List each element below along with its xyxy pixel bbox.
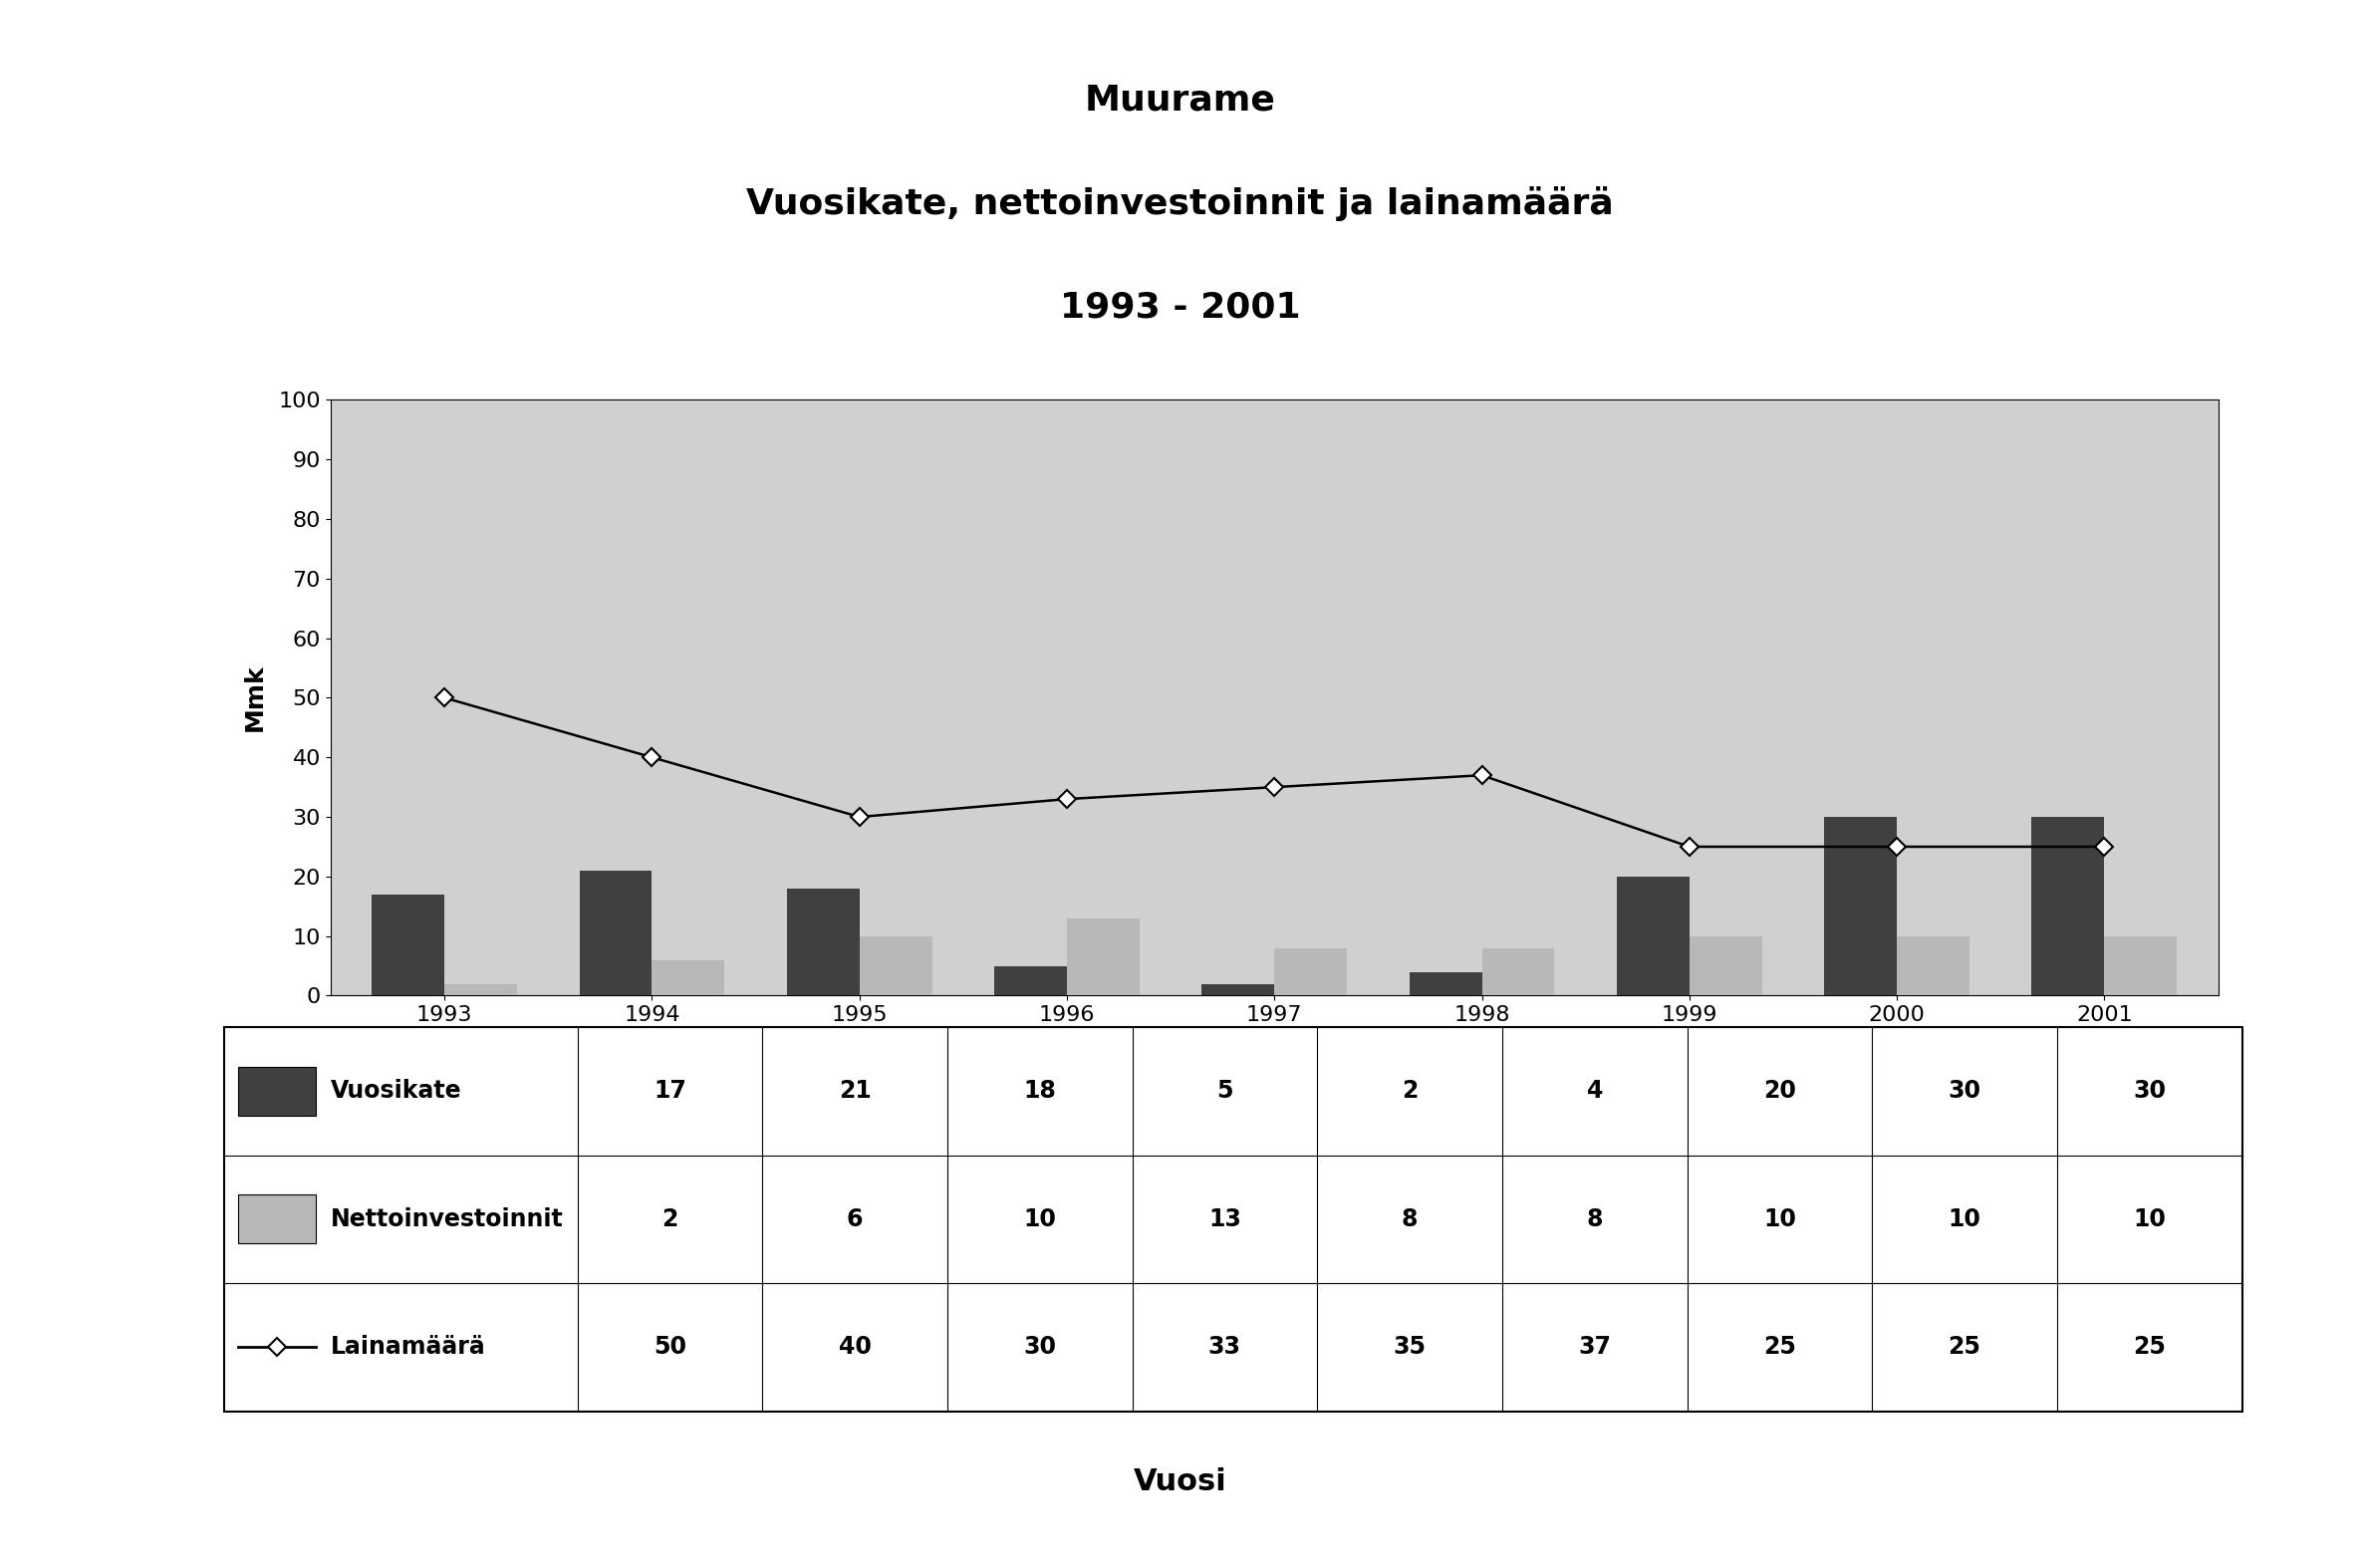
Text: Vuosikate: Vuosikate [330,1079,460,1102]
Bar [1897,936,1971,996]
Bar [1617,877,1690,996]
Text: 2: 2 [661,1207,677,1231]
Text: 25: 25 [2133,1336,2166,1359]
Text: Vuosikate, nettoinvestoinnit ja lainamäärä: Vuosikate, nettoinvestoinnit ja lainamää… [746,187,1614,221]
Text: 37: 37 [1579,1336,1612,1359]
Text: 30: 30 [2133,1079,2166,1102]
Text: 30: 30 [1024,1336,1057,1359]
Text: 50: 50 [654,1336,687,1359]
Text: 18: 18 [1024,1079,1057,1102]
Text: Nettoinvestoinnit: Nettoinvestoinnit [330,1207,564,1231]
Text: 10: 10 [2133,1207,2166,1231]
Text: 6: 6 [847,1207,864,1231]
Bar [1409,972,1482,996]
Text: 25: 25 [1947,1336,1980,1359]
Text: 10: 10 [1763,1207,1796,1231]
Bar [578,870,651,996]
Text: 10: 10 [1947,1207,1980,1231]
Bar [373,894,444,996]
Bar [786,889,859,996]
Bar [1274,949,1348,996]
Text: 4: 4 [1586,1079,1602,1102]
Text: 35: 35 [1392,1336,1425,1359]
Text: 21: 21 [838,1079,871,1102]
Text: 2: 2 [1402,1079,1418,1102]
Bar [2032,817,2105,996]
Text: 17: 17 [654,1079,687,1102]
Text: 25: 25 [1763,1336,1796,1359]
Bar [1690,936,1763,996]
Text: Muurame: Muurame [1086,83,1274,118]
Bar [1201,983,1274,996]
Bar [444,983,517,996]
Text: 33: 33 [1208,1336,1241,1359]
Text: Lainamäärä: Lainamäärä [330,1336,486,1359]
Bar [238,1195,316,1243]
Text: 20: 20 [1763,1079,1796,1102]
Bar [994,966,1067,996]
Text: 40: 40 [838,1336,871,1359]
Text: 8: 8 [1586,1207,1602,1231]
Bar [2105,936,2176,996]
Bar [238,1066,316,1115]
Text: 13: 13 [1208,1207,1241,1231]
Text: 30: 30 [1947,1079,1980,1102]
Text: Vuosi: Vuosi [1133,1468,1227,1496]
Text: 10: 10 [1024,1207,1057,1231]
Text: 5: 5 [1215,1079,1232,1102]
Bar [859,936,932,996]
Text: 1993 - 2001: 1993 - 2001 [1060,290,1300,325]
Y-axis label: Mmk: Mmk [243,665,267,731]
Text: 8: 8 [1402,1207,1418,1231]
Bar [651,960,725,996]
Bar [1824,817,1897,996]
Bar [1067,919,1140,996]
Bar [1482,949,1555,996]
